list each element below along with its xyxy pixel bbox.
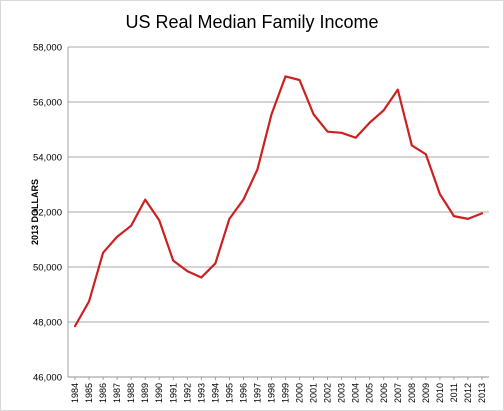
x-tick-label: 2011 <box>449 383 459 402</box>
x-tick-label: 1997 <box>252 383 262 403</box>
y-tick-label: 56,000 <box>33 98 62 109</box>
x-tick-label: 1993 <box>196 383 206 403</box>
x-axis-ticks: 1984 1985 1986 1987 1988 1989 1990 1991 1992 1993… <box>70 377 487 403</box>
x-tick-label: 2003 <box>337 383 347 403</box>
x-tick-label: 2006 <box>379 383 389 403</box>
x-tick-label: 1989 <box>140 383 150 403</box>
x-tick-label: 2002 <box>323 383 333 403</box>
x-tick-label: 2000 <box>295 383 305 403</box>
x-tick-label: 1995 <box>224 383 234 403</box>
x-tick-label: 1986 <box>98 383 108 403</box>
x-tick-label: 1992 <box>182 383 192 403</box>
y-axis-ticks: 46,000 48,000 50,000 52,000 54,000 56,000 58,0… <box>33 43 62 384</box>
y-tick-label: 58,000 <box>33 43 62 54</box>
x-tick-label: 1991 <box>168 383 178 403</box>
x-tick-label: 2007 <box>393 383 403 403</box>
x-tick-label: 2008 <box>407 383 417 403</box>
x-tick-label: 2001 <box>309 383 319 403</box>
y-tick-label: 54,000 <box>33 153 62 164</box>
chart-title: US Real Median Family Income <box>125 12 378 32</box>
y-tick-label: 50,000 <box>33 263 62 274</box>
x-tick-label: 1985 <box>84 383 94 403</box>
y-tick-label: 46,000 <box>33 373 62 384</box>
x-tick-label: 2004 <box>351 383 361 403</box>
x-tick-label: 2012 <box>463 383 473 403</box>
x-tick-label: 2010 <box>435 383 445 403</box>
y-axis-label: 2013 DOLLARS <box>30 179 40 245</box>
series-group <box>73 75 484 328</box>
axes <box>67 47 489 378</box>
x-tick-label: 1984 <box>70 383 80 403</box>
x-tick-label: 2005 <box>365 383 375 403</box>
x-tick-label: 2013 <box>477 383 487 403</box>
x-tick-label: 1998 <box>266 383 276 403</box>
x-tick-label: 1988 <box>126 383 136 403</box>
x-tick-label: 1994 <box>210 383 220 403</box>
series-line <box>73 75 484 328</box>
y-tick-label: 52,000 <box>33 208 62 219</box>
y-tick-label: 48,000 <box>33 318 62 329</box>
x-tick-label: 1999 <box>281 383 291 403</box>
x-tick-label: 2009 <box>421 383 431 403</box>
x-tick-label: 1990 <box>154 383 164 403</box>
x-tick-label: 1987 <box>112 383 122 403</box>
x-tick-label: 1996 <box>238 383 248 403</box>
